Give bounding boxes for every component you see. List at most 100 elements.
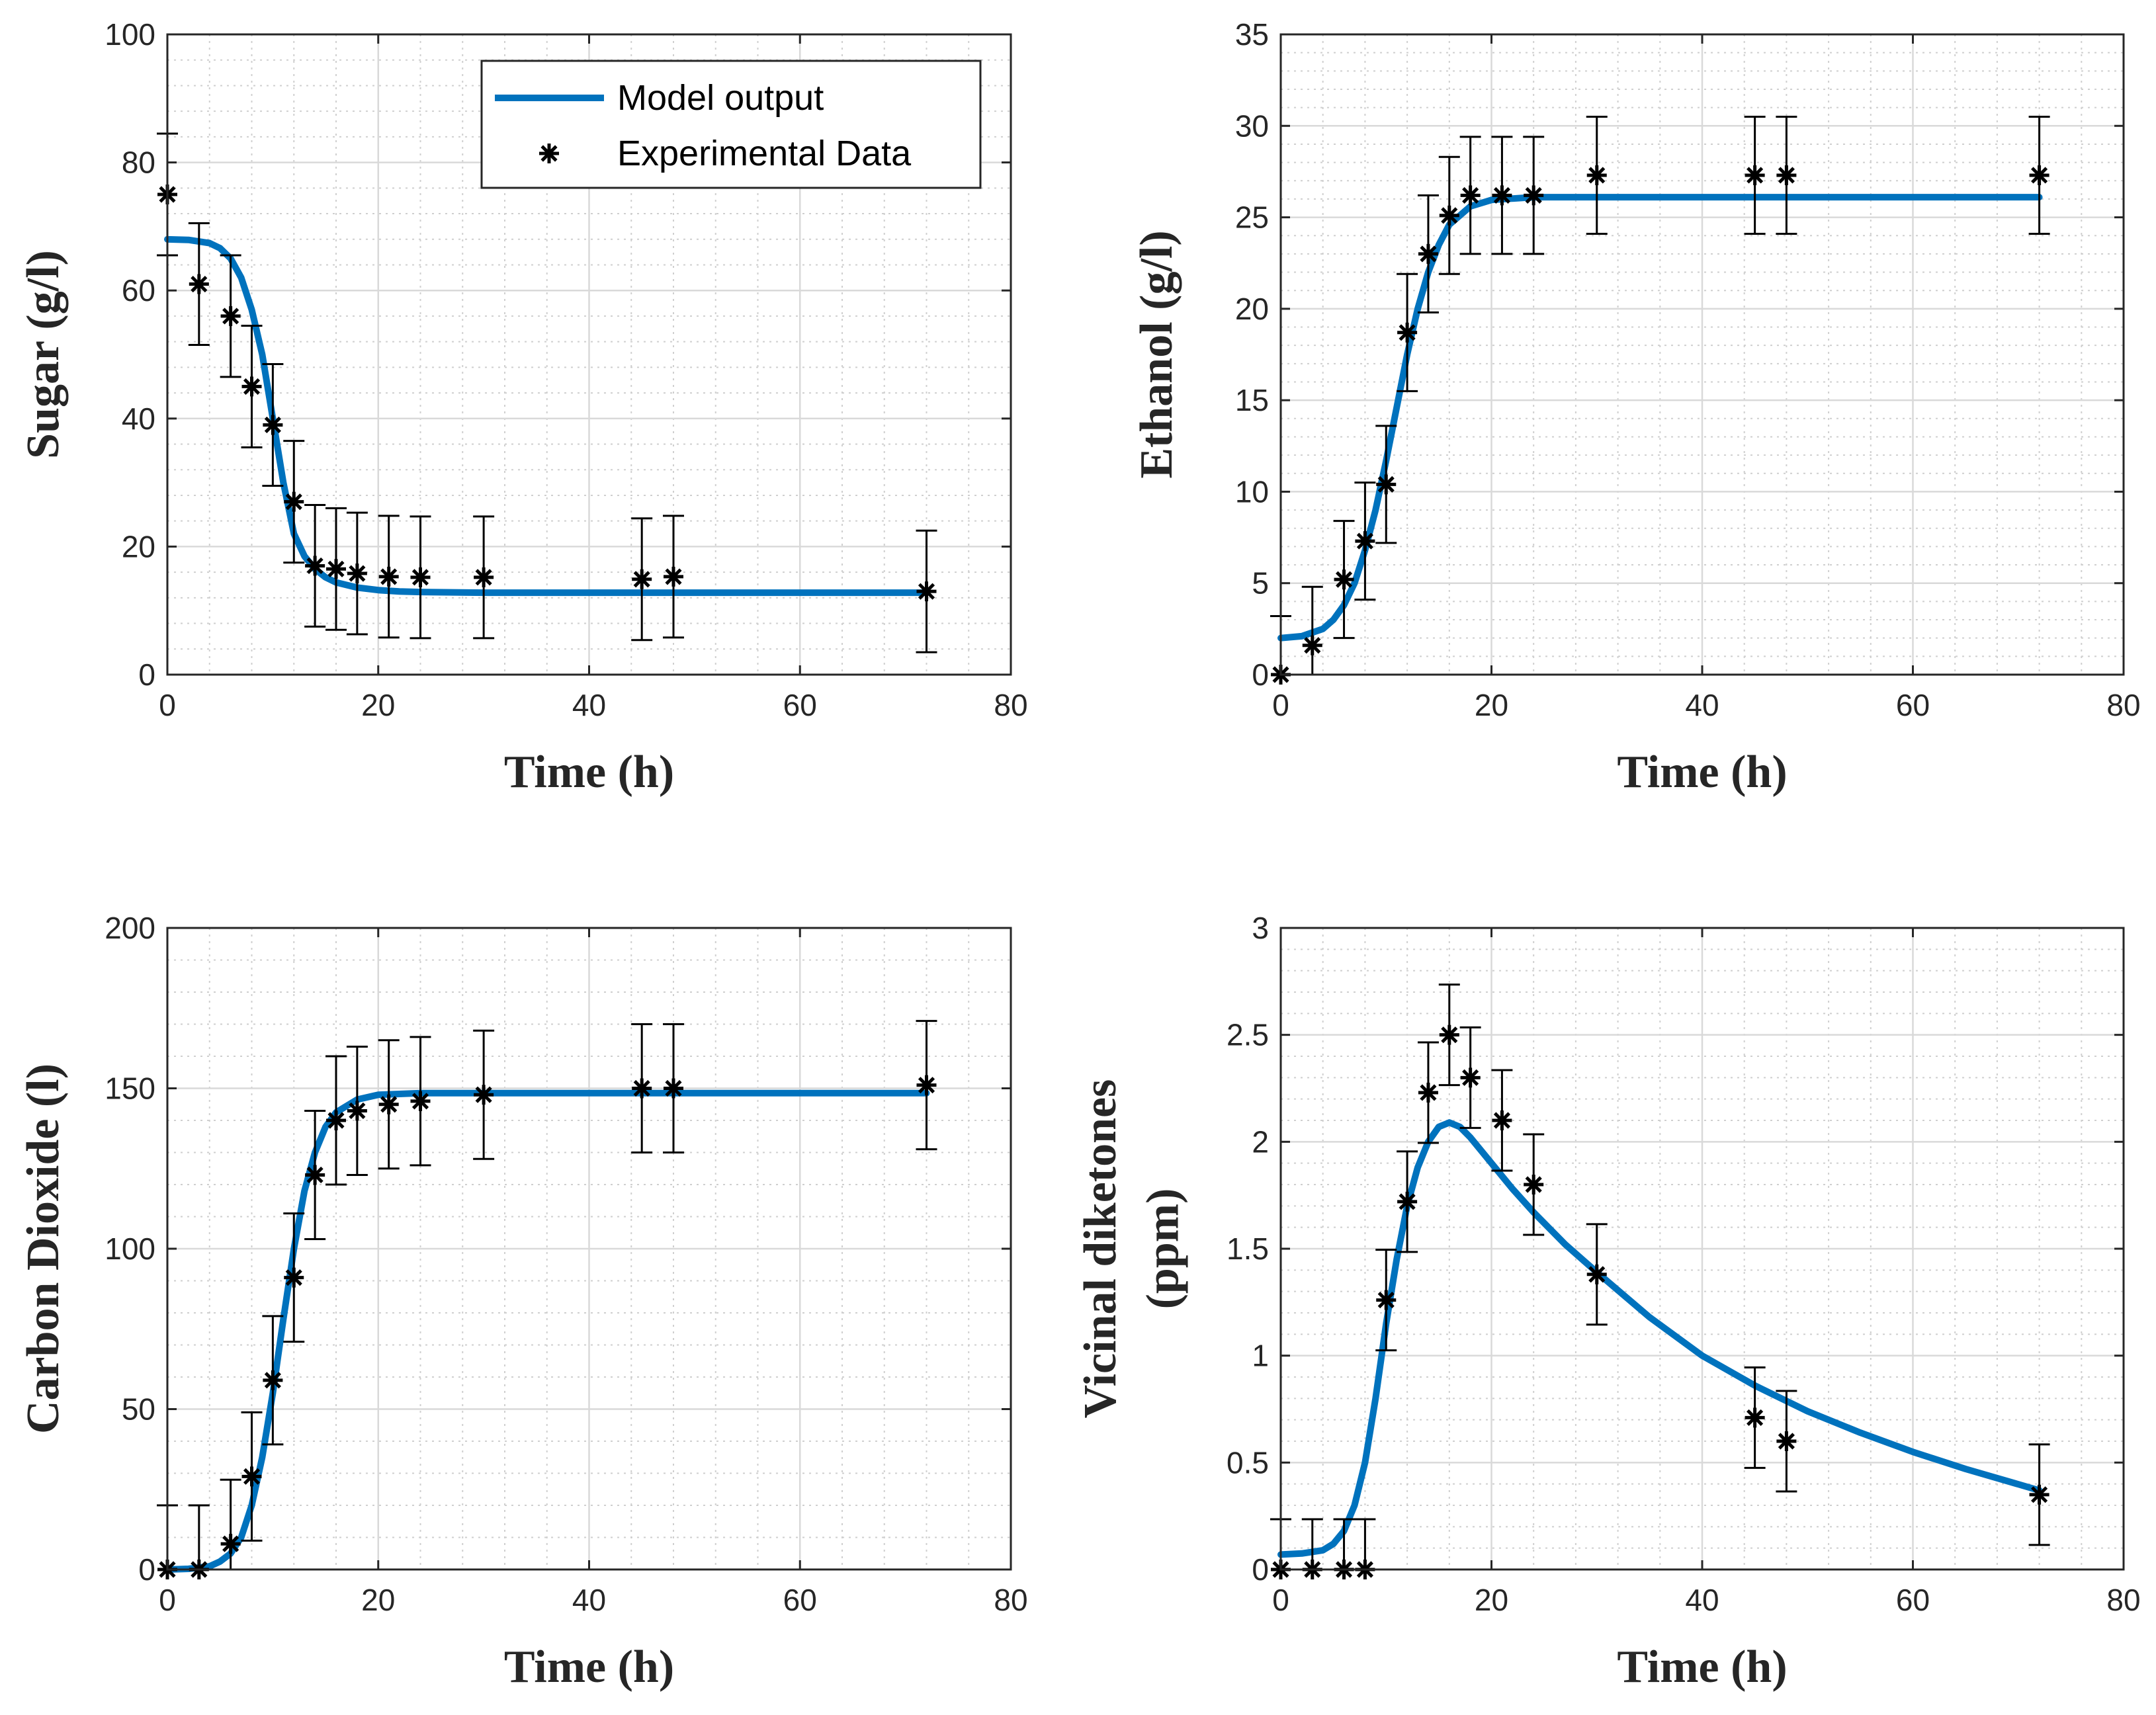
data-point-marker [1460, 185, 1481, 206]
y-tick-label: 20 [1235, 292, 1269, 326]
error-bar [220, 1478, 241, 1569]
star-stroke [380, 568, 398, 585]
y-tick-label: 200 [105, 911, 155, 945]
star-stroke [1304, 637, 1321, 654]
star-stroke [191, 275, 208, 293]
star-stroke [1588, 167, 1606, 184]
data-point-marker [1334, 569, 1354, 590]
data-point-marker [916, 1075, 937, 1095]
data-point-marker [410, 1091, 431, 1111]
data-point-marker [263, 415, 283, 435]
star-stroke [1377, 476, 1395, 493]
x-tick-label: 80 [994, 1583, 1027, 1617]
star-stroke [475, 1086, 492, 1103]
x-axis-label: Time (h) [1617, 747, 1787, 798]
star-stroke [380, 1096, 398, 1113]
data-point-marker [1776, 1431, 1797, 1451]
data-point-marker [1376, 1290, 1397, 1310]
star-stroke [665, 568, 682, 585]
data-point-marker [2029, 165, 2049, 185]
data-point-marker [664, 566, 683, 587]
data-point-marker [326, 1110, 346, 1130]
data-point-marker [284, 1267, 304, 1288]
star-stroke [665, 1079, 682, 1097]
x-tick-label: 20 [1475, 1583, 1508, 1617]
x-tick-label: 60 [783, 688, 817, 722]
y-tick-label: 0 [1252, 1552, 1269, 1587]
tick-marks [166, 927, 1012, 1571]
data-point-marker [1460, 1067, 1481, 1088]
star-stroke [2031, 1486, 2048, 1503]
data-point-marker [263, 1370, 283, 1390]
chart-panel-3: 0 20 40 60 80 0 50 100 150 200 Time (h) Carbon Diox… [18, 911, 1028, 1693]
y-tick-label: 1.5 [1227, 1232, 1269, 1266]
x-tick-label: 40 [572, 688, 606, 722]
y-tick-label: 100 [105, 17, 155, 52]
experimental-data-series [157, 132, 937, 653]
star-stroke [285, 1269, 302, 1286]
chart-panel-1: 0 20 40 60 80 0 20 40 60 80 100 Time (h) Sugar (g/l)… [18, 17, 1028, 798]
star-stroke [264, 416, 281, 434]
star-stroke [1493, 187, 1510, 204]
data-point-marker [1439, 1025, 1459, 1045]
star-stroke [1588, 1266, 1606, 1283]
chart-panel-2: 0 20 40 60 80 0 5 10 15 20 25 30 35 Time (h) Ethanol (… [1131, 17, 2141, 798]
y-axis-label: Ethanol (g/l) [1131, 230, 1182, 478]
data-point-marker [410, 567, 431, 587]
y-tick-label: 5 [1252, 566, 1269, 601]
data-point-marker [1586, 1264, 1607, 1284]
star-stroke [327, 560, 345, 577]
x-tick-label: 0 [1272, 1583, 1289, 1617]
data-point-marker [1586, 165, 1607, 185]
star-stroke [243, 1468, 261, 1485]
data-point-marker [1745, 1407, 1765, 1428]
data-point-marker [474, 567, 494, 587]
star-stroke [222, 308, 239, 325]
star-stroke [918, 583, 935, 600]
star-stroke [411, 569, 429, 586]
legend-box [480, 60, 982, 189]
y-axis-label: Sugar (g/l) [18, 250, 69, 459]
x-tick-label: 80 [2106, 1583, 2140, 1617]
error-bar [188, 1504, 210, 1569]
data-point-marker [1439, 205, 1459, 226]
model-output-line [1277, 1119, 2043, 1558]
y-tick-label: 100 [105, 1232, 155, 1266]
data-point-marker [241, 376, 262, 397]
y-tick-label: 1 [1252, 1339, 1269, 1373]
x-axis-label: Time (h) [1617, 1642, 1787, 1693]
data-point-marker [347, 1101, 367, 1121]
data-point-marker [189, 274, 209, 294]
data-point-marker [305, 556, 325, 576]
data-point-marker [1418, 1082, 1438, 1103]
star-stroke [243, 378, 261, 395]
legend: Model output Experimental Data [480, 60, 982, 189]
star-stroke [540, 145, 558, 162]
data-point-marker [1745, 165, 1765, 185]
star-stroke [1493, 1112, 1510, 1129]
data-point-marker [305, 1165, 325, 1185]
y-tick-label: 50 [122, 1392, 155, 1427]
legend-model-label: Model output [617, 78, 824, 118]
experimental-data-series [1270, 115, 2050, 685]
data-point-marker [664, 1078, 683, 1099]
y-axis-label: Carbon Dioxide (l) [18, 1064, 69, 1434]
legend-data-swatch [539, 144, 559, 163]
star-stroke [475, 569, 492, 586]
y-tick-label: 25 [1235, 200, 1269, 235]
y-tick-label: 2 [1252, 1124, 1269, 1159]
star-stroke [918, 1077, 935, 1094]
star-stroke [264, 1372, 281, 1389]
star-stroke [1525, 1176, 1542, 1193]
x-tick-label: 60 [1896, 688, 1930, 722]
data-point-marker [1376, 474, 1397, 495]
x-tick-label: 60 [1896, 1583, 1930, 1617]
y-tick-label: 20 [122, 529, 155, 564]
minor-grid [167, 928, 1011, 1569]
data-point-marker [220, 306, 241, 326]
star-stroke [1377, 1292, 1395, 1309]
data-point-marker [1397, 1191, 1418, 1212]
y-tick-label: 0 [138, 1552, 155, 1587]
data-point-marker [1418, 243, 1438, 264]
